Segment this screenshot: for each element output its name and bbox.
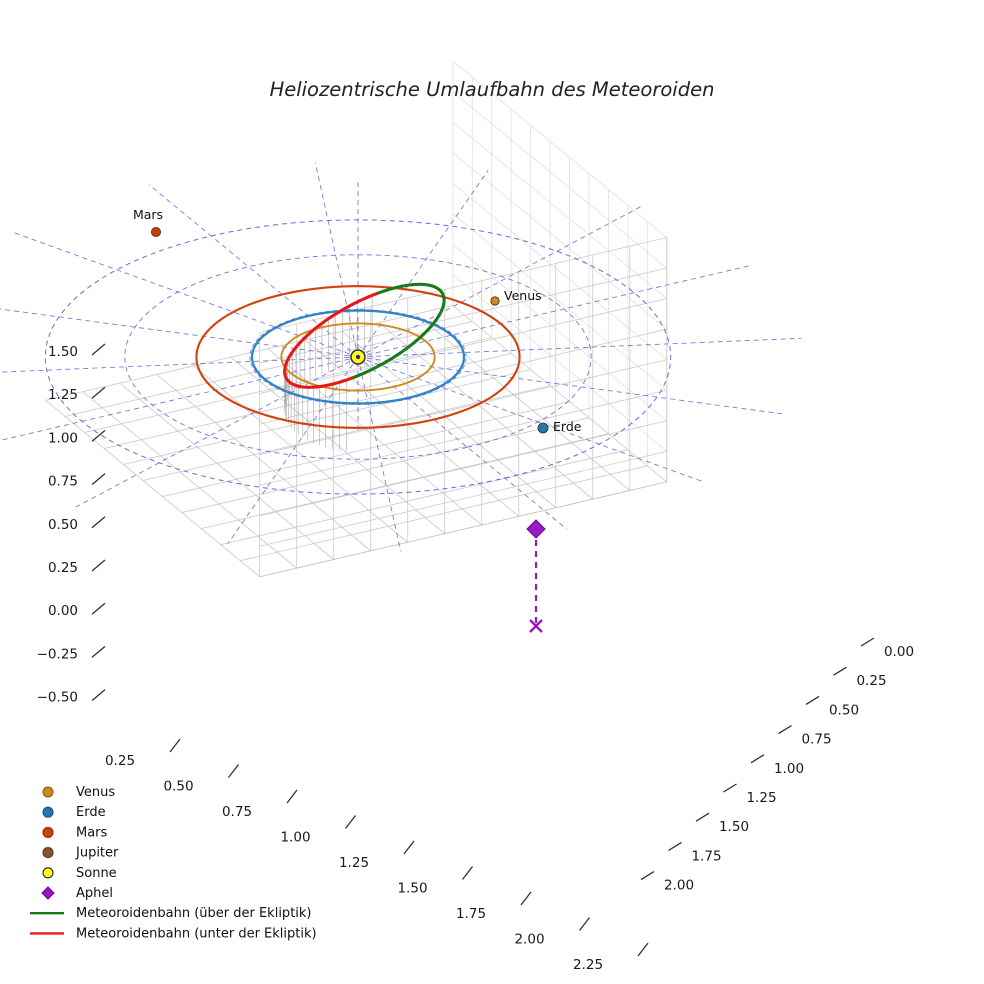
meteoroid-orbit bbox=[283, 282, 446, 389]
planet-label-mars: Mars bbox=[133, 207, 163, 222]
z-tick-label: 0.00 bbox=[884, 644, 914, 660]
x-tick-label: 2.00 bbox=[514, 932, 544, 948]
x-tick-label: 0.25 bbox=[105, 753, 135, 769]
x-tick-label: 1.75 bbox=[456, 906, 486, 922]
y-tick-label: −0.50 bbox=[37, 690, 78, 706]
z-tick-label: 2.00 bbox=[664, 878, 694, 894]
legend-item[interactable]: Erde bbox=[42, 805, 106, 820]
legend-label: Aphel bbox=[76, 886, 113, 901]
z-tick-label: 1.75 bbox=[691, 848, 721, 864]
planet-marker-venus[interactable] bbox=[490, 296, 500, 306]
axis-tick-labels: 1.50 1.25 1.00 0.75 0.50 0.25 0.00 −0.25 −0.50 0.… bbox=[37, 343, 914, 973]
y-tick-label: 1.25 bbox=[48, 387, 78, 403]
legend-label: Meteoroidenbahn (unter der Ekliptik) bbox=[76, 926, 317, 941]
legend-item[interactable]: Meteoroidenbahn (unter der Ekliptik) bbox=[30, 926, 317, 941]
legend-label: Mars bbox=[76, 825, 108, 840]
y-tick-label: 0.00 bbox=[48, 603, 78, 619]
legend-marker-circle-icon bbox=[42, 786, 54, 798]
page-title: Heliozentrische Umlaufbahn des Meteoroid… bbox=[270, 78, 715, 101]
y-tick-label: 1.00 bbox=[48, 430, 78, 446]
z-tick-label: 0.25 bbox=[856, 673, 886, 689]
jupiter-orbit-dashed bbox=[0, 162, 802, 552]
legend-label: Meteoroidenbahn (über der Ekliptik) bbox=[76, 906, 312, 921]
y-tick-label: 0.25 bbox=[48, 560, 78, 576]
sun-core-icon bbox=[355, 354, 361, 360]
legend[interactable]: Venus Erde Mars Jupiter Sonne Aphel Meteoroide… bbox=[30, 785, 317, 941]
legend-item[interactable]: Mars bbox=[42, 825, 108, 840]
legend-marker-circle-icon bbox=[42, 867, 54, 879]
legend-marker-diamond-icon bbox=[41, 886, 55, 900]
planet-marker-mars[interactable] bbox=[150, 226, 161, 237]
celestial-markers: Mars Venus Erde bbox=[133, 207, 582, 633]
z-tick-label: 0.50 bbox=[829, 702, 859, 718]
aphel-marker[interactable] bbox=[526, 519, 546, 539]
legend-item[interactable]: Sonne bbox=[42, 866, 117, 881]
y-tick-label: 0.50 bbox=[48, 517, 78, 533]
legend-label: Sonne bbox=[76, 866, 117, 881]
aphel-projection-x-icon bbox=[529, 619, 543, 633]
legend-item[interactable]: Aphel bbox=[41, 886, 113, 901]
z-tick-label: 1.00 bbox=[774, 761, 804, 777]
legend-label: Erde bbox=[76, 805, 106, 820]
x-tick-label: 1.50 bbox=[397, 881, 427, 897]
z-tick-label: 0.75 bbox=[801, 732, 831, 748]
axes-grid bbox=[45, 60, 668, 578]
legend-label: Venus bbox=[76, 785, 115, 800]
x-tick-label: 1.25 bbox=[339, 855, 369, 871]
planet-marker-erde[interactable] bbox=[537, 422, 549, 434]
legend-item[interactable]: Meteoroidenbahn (über der Ekliptik) bbox=[30, 906, 312, 921]
y-tick-label: −0.25 bbox=[37, 646, 78, 662]
planet-label-erde: Erde bbox=[553, 419, 582, 434]
legend-marker-circle-icon bbox=[42, 847, 54, 859]
legend-label: Jupiter bbox=[75, 846, 119, 861]
x-tick-label: 2.25 bbox=[573, 957, 603, 973]
planet-label-venus: Venus bbox=[504, 288, 542, 303]
z-tick-label: 1.25 bbox=[746, 790, 776, 806]
x-tick-label: 0.75 bbox=[222, 804, 252, 820]
legend-item[interactable]: Jupiter bbox=[42, 846, 119, 861]
x-tick-label: 0.50 bbox=[163, 779, 193, 795]
z-tick-label: 1.50 bbox=[719, 819, 749, 835]
y-tick-label: 1.50 bbox=[48, 344, 78, 360]
y-tick-label: 0.75 bbox=[48, 474, 78, 490]
x-tick-label: 1.00 bbox=[280, 830, 310, 846]
legend-item[interactable]: Venus bbox=[42, 785, 115, 800]
legend-marker-circle-icon bbox=[42, 826, 54, 838]
legend-marker-circle-icon bbox=[42, 806, 54, 818]
